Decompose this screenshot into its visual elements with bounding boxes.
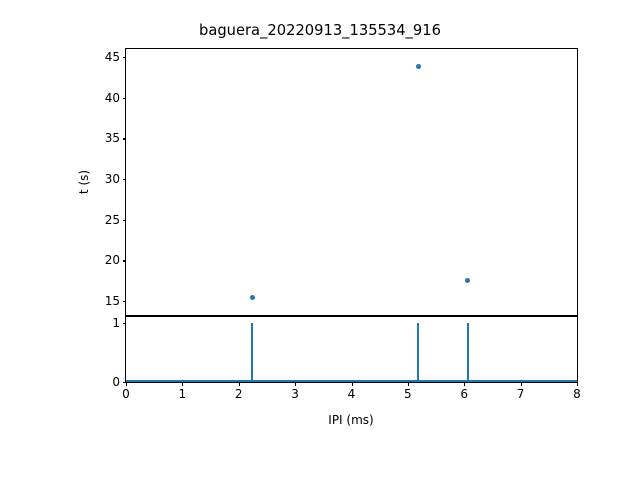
histogram-bar xyxy=(466,322,469,382)
y-tick-mark xyxy=(122,260,126,262)
x-tick-label: 1 xyxy=(178,387,187,401)
x-tick-label: 0 xyxy=(122,387,130,401)
histogram-axes: 0 1 0 1 2 3 4 5 6 7 8 xyxy=(112,316,581,400)
y-tick-label: 0 xyxy=(112,375,120,389)
histogram-bar xyxy=(251,322,254,382)
x-tick-mark xyxy=(351,382,353,386)
histogram-baseline xyxy=(126,379,577,382)
y-tick-label: 1 xyxy=(112,315,120,330)
page-title: baguera_20220913_135534_916 xyxy=(199,22,441,39)
scatter-point xyxy=(249,294,255,300)
scatter-point xyxy=(465,278,471,284)
x-tick-label: 7 xyxy=(516,387,525,401)
x-tick-label: 8 xyxy=(573,387,581,401)
y-axis-label: t (s) xyxy=(77,169,91,195)
y-tick-mark xyxy=(122,382,126,384)
x-tick-label: 4 xyxy=(347,387,356,401)
x-tick-mark xyxy=(407,382,409,386)
scatter-axes: 15 20 25 30 35 40 45 xyxy=(105,48,578,316)
x-tick-mark xyxy=(126,382,128,386)
y-tick-label: 35 xyxy=(104,131,120,146)
histogram-plot-area xyxy=(126,317,577,382)
x-tick-mark xyxy=(520,382,522,386)
y-tick-mark xyxy=(122,219,126,221)
x-tick-mark xyxy=(182,382,184,386)
x-tick-label: 2 xyxy=(234,387,243,401)
y-tick-label: 15 xyxy=(104,294,120,309)
y-tick-label: 40 xyxy=(104,90,120,105)
x-tick-mark xyxy=(464,382,466,386)
y-tick-mark xyxy=(122,322,126,324)
x-axis-label: IPI (ms) xyxy=(328,413,374,427)
y-tick-mark xyxy=(122,57,126,59)
y-tick-label: 20 xyxy=(104,253,120,268)
x-tick-mark xyxy=(577,382,579,386)
y-tick-mark xyxy=(122,138,126,140)
y-tick-label: 45 xyxy=(104,50,120,65)
y-tick-mark xyxy=(122,97,126,99)
y-tick-mark xyxy=(122,301,126,303)
x-tick-label: 3 xyxy=(291,387,299,401)
x-tick-mark xyxy=(238,382,240,386)
scatter-point xyxy=(415,64,421,70)
y-tick-label: 25 xyxy=(104,212,120,227)
y-tick-label: 30 xyxy=(104,172,120,187)
x-tick-label: 5 xyxy=(404,387,412,401)
x-tick-mark xyxy=(295,382,297,386)
scatter-plot-area xyxy=(126,49,577,315)
histogram-bar xyxy=(416,322,420,382)
x-tick-label: 6 xyxy=(460,387,469,401)
y-tick-mark xyxy=(122,179,126,181)
